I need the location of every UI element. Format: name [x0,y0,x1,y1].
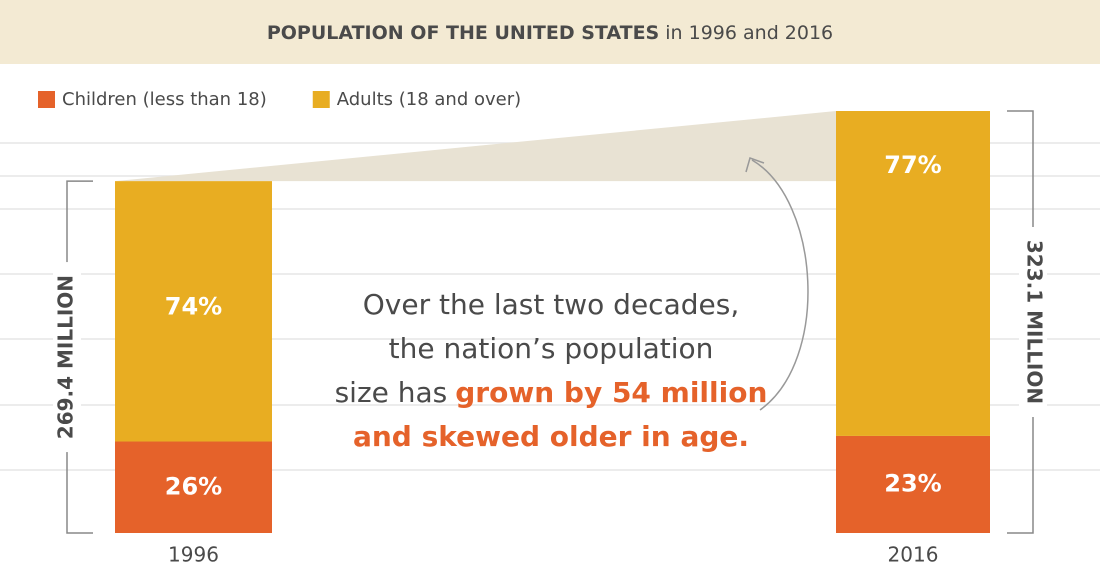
total-label: 269.4 MILLION [54,275,78,439]
arrow-head [745,157,765,173]
chart-heading: POPULATION OF THE UNITED STATES in 1996 a… [267,22,833,44]
value-label: 74% [165,292,222,320]
header-band [0,0,1100,64]
annotation-line: and skewed older in age. [353,420,749,453]
legend-label: Adults (18 and over) [337,89,521,110]
total-label: 323.1 MILLION [1023,240,1047,404]
annotation-text: and skewed older in age. [353,420,749,453]
x-tick-label: 1996 [168,543,219,567]
annotation-line: Over the last two decades, [363,288,739,321]
bar-segment [115,441,272,533]
annotation-text: grown by 54 million [455,376,767,409]
bar-segment [836,435,990,533]
bracket-gap [1019,227,1047,417]
annotation-text: size has [335,376,448,409]
chart-title: POPULATION OF THE UNITED STATES [267,22,659,44]
bracket-gap [53,262,81,453]
legend-swatch [38,91,55,108]
bar-segment [836,111,990,436]
x-tick-label: 2016 [888,543,939,567]
legend-swatch [312,91,330,108]
annotation-text: Over the last two decades, [363,288,739,321]
annotation-line: size has grown by 54 million [335,376,768,409]
growth-wedge [115,111,836,182]
bar-segment [115,181,272,442]
value-label: 23% [884,469,941,497]
annotation-line: the nation’s population [389,332,714,365]
value-label: 77% [884,151,941,179]
legend-label: Children (less than 18) [62,89,267,110]
annotation-arrow [751,159,809,411]
annotation-text: the nation’s population [389,332,714,365]
value-label: 26% [165,472,222,500]
chart-subtitle: in 1996 and 2016 [665,22,833,44]
